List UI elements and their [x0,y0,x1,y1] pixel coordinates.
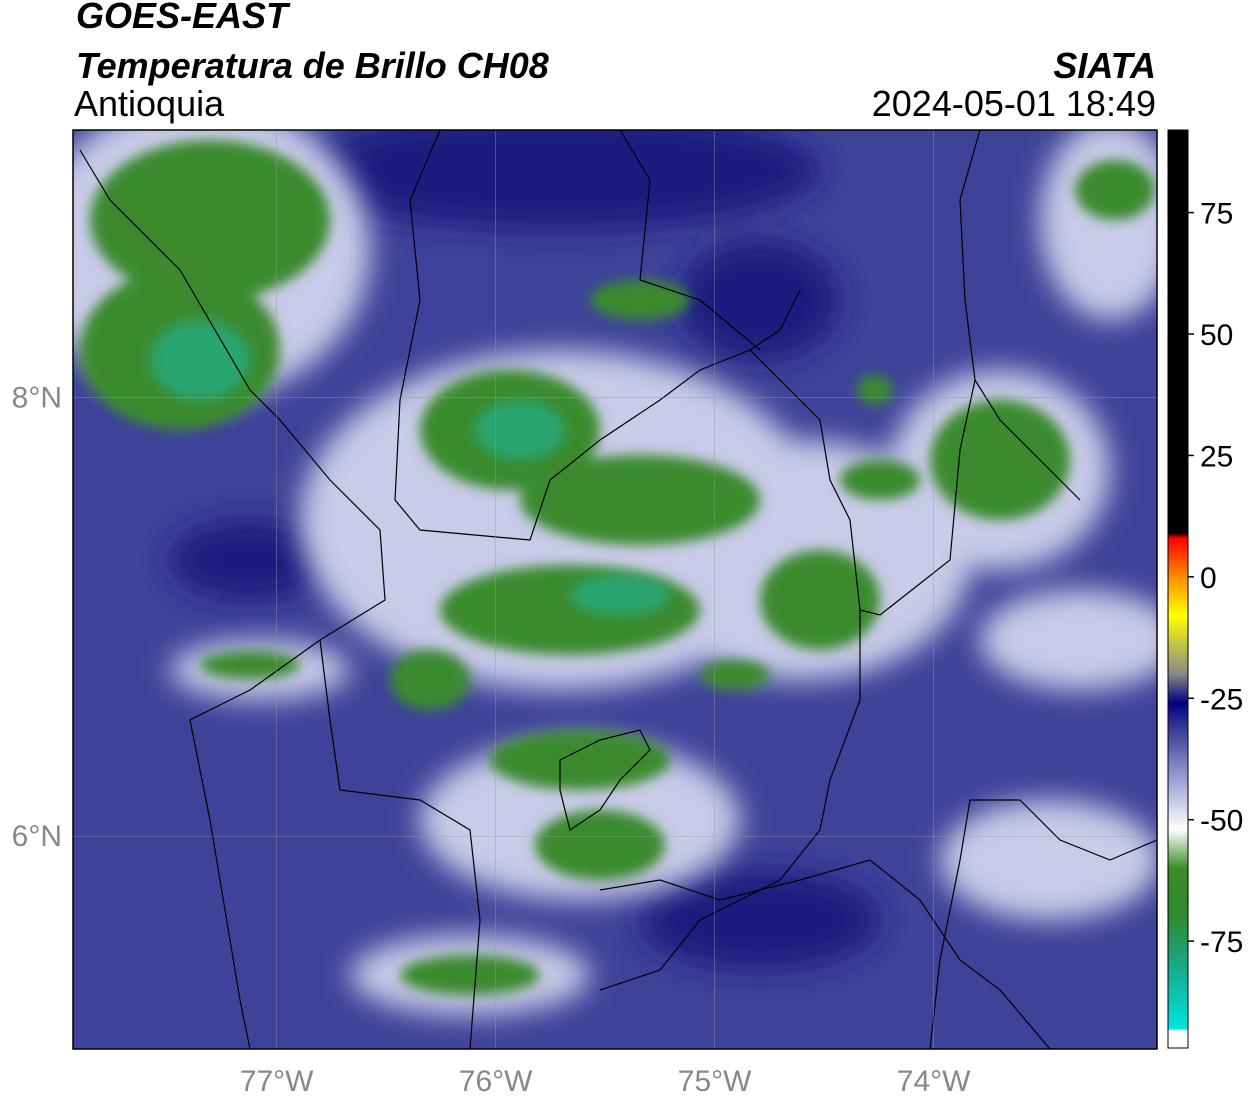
subtitle: Temperatura de Brillo CH08 [76,45,549,86]
colorbar-tick-label: -50 [1200,805,1243,838]
colorbar-tick-label: 50 [1200,319,1233,352]
y-tick-label: 8°N [12,382,62,415]
colorbar-tick-label: -25 [1200,683,1243,716]
title: GOES-EAST [76,0,291,36]
gridlines [73,130,1157,1049]
map-frame [72,129,1158,1050]
colorbar-tick-label: 0 [1200,562,1217,595]
x-tick-label: 76°W [459,1065,533,1098]
colorbar [1167,129,1189,1049]
x-tick-label: 74°W [897,1065,971,1098]
x-tick-label: 77°W [240,1065,314,1098]
region: Antioquia [74,83,225,124]
x-tick-label: 75°W [678,1065,752,1098]
datetime: 2024-05-01 18:49 [872,83,1156,124]
imagery [73,130,1157,1049]
colorbar-tick-label: -75 [1200,926,1243,959]
colorbar-tick-label: 25 [1200,440,1233,473]
source: SIATA [1053,45,1156,86]
y-tick-label: 6°N [12,820,62,853]
borders [79,130,1157,1049]
colorbar-tick-label: 75 [1200,198,1233,231]
